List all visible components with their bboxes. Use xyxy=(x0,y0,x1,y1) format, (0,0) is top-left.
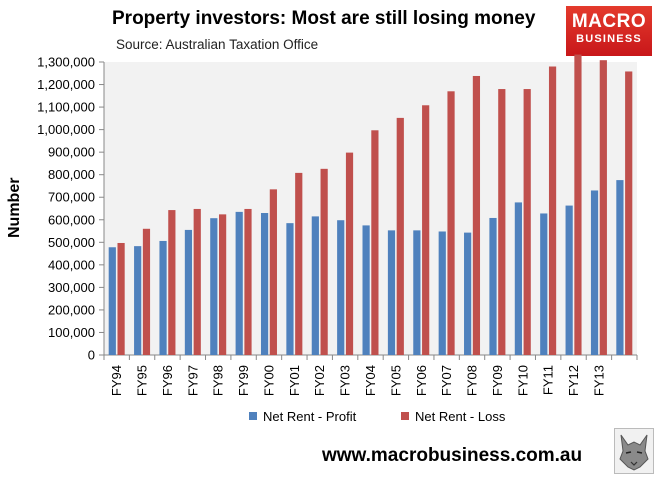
x-tick-label: FY12 xyxy=(566,365,581,396)
x-tick-label: FY95 xyxy=(135,365,150,396)
y-tick-label: 400,000 xyxy=(48,257,95,272)
x-tick-label: FY13 xyxy=(591,365,606,396)
bar-net-rent-profit xyxy=(235,211,243,355)
bar-net-rent-profit xyxy=(311,216,319,355)
bar-net-rent-loss xyxy=(396,117,404,355)
bar-net-rent-loss xyxy=(548,66,557,355)
y-tick-label: 600,000 xyxy=(48,212,95,227)
bar-net-rent-profit xyxy=(337,220,345,355)
bar-net-rent-profit xyxy=(565,205,573,355)
bar-net-rent-loss xyxy=(599,60,607,355)
y-tick-label: 1,200,000 xyxy=(37,77,95,92)
chart-source: Source: Australian Taxation Office xyxy=(116,37,319,52)
y-tick-label: 0 xyxy=(88,348,95,363)
bar-net-rent-loss xyxy=(345,152,354,355)
x-tick-label: FY09 xyxy=(490,365,505,396)
bar-net-rent-loss xyxy=(295,172,303,355)
chart-title: Property investors: Most are still losin… xyxy=(112,8,536,29)
bar-net-rent-profit xyxy=(464,232,472,355)
footer-website-url[interactable]: www.macrobusiness.com.au xyxy=(322,445,583,466)
x-tick-label: FY98 xyxy=(211,365,226,396)
bar-net-rent-loss xyxy=(117,242,125,355)
macrobusiness-logo: MACRO BUSINESS xyxy=(566,6,652,56)
x-tick-label: FY11 xyxy=(541,365,556,395)
bar-net-rent-loss xyxy=(168,210,176,355)
logo-line2: BUSINESS xyxy=(576,33,642,45)
x-tick-label: FY96 xyxy=(160,365,175,396)
x-tick-label: FY01 xyxy=(287,365,302,396)
x-tick-label: FY97 xyxy=(185,365,200,396)
bar-net-rent-loss xyxy=(371,130,379,355)
bar-net-rent-loss xyxy=(142,228,151,355)
bar-net-rent-loss xyxy=(269,189,277,355)
legend-label-loss: Net Rent - Loss xyxy=(415,409,506,424)
bar-net-rent-profit xyxy=(159,240,167,355)
legend-item-loss: Net Rent - Loss xyxy=(401,409,505,424)
bar-net-rent-loss xyxy=(219,214,227,355)
bar-net-rent-profit xyxy=(134,246,142,355)
x-tick-label: FY03 xyxy=(338,365,353,396)
bar-net-rent-profit xyxy=(590,190,599,355)
legend-label-profit: Net Rent - Profit xyxy=(263,409,357,424)
bar-net-rent-profit xyxy=(540,213,548,355)
bar-net-rent-loss xyxy=(574,54,582,355)
bar-net-rent-profit xyxy=(286,223,294,355)
bar-net-rent-loss xyxy=(472,75,481,355)
y-tick-label: 300,000 xyxy=(48,280,95,295)
y-tick-label: 800,000 xyxy=(48,167,95,182)
y-tick-label: 200,000 xyxy=(48,302,95,317)
x-tick-label: FY00 xyxy=(261,365,276,396)
legend-swatch-loss xyxy=(401,412,409,420)
y-tick-label: 100,000 xyxy=(48,325,95,340)
plot-area xyxy=(104,62,637,355)
y-tick-label: 1,300,000 xyxy=(37,55,95,70)
x-tick-label: FY06 xyxy=(414,365,429,396)
x-tick-label: FY99 xyxy=(236,365,251,396)
bar-net-rent-profit xyxy=(616,180,624,355)
x-tick-label: FY05 xyxy=(388,365,403,396)
y-tick-label: 700,000 xyxy=(48,190,95,205)
bar-net-rent-loss xyxy=(320,168,328,355)
bar-net-rent-loss xyxy=(193,208,201,355)
bar-net-rent-loss xyxy=(498,89,506,356)
bar-net-rent-profit xyxy=(362,225,370,355)
x-tick-label: FY94 xyxy=(109,365,124,396)
bar-net-rent-profit xyxy=(514,202,522,355)
bar-net-rent-loss xyxy=(422,105,430,355)
bar-net-rent-profit xyxy=(260,213,269,355)
bar-net-rent-profit xyxy=(413,230,421,355)
x-tick-label: FY10 xyxy=(515,365,530,396)
bar-net-rent-profit xyxy=(108,247,116,355)
y-tick-label: 1,000,000 xyxy=(37,122,95,137)
bar-net-rent-loss xyxy=(523,89,531,356)
x-tick-label: FY04 xyxy=(363,365,378,396)
y-tick-label: 500,000 xyxy=(48,235,95,250)
x-tick-label: FY02 xyxy=(312,365,327,396)
y-tick-label: 1,100,000 xyxy=(37,100,95,115)
bar-net-rent-profit xyxy=(489,217,497,355)
bar-net-rent-profit xyxy=(438,231,446,355)
legend-item-profit: Net Rent - Profit xyxy=(249,409,356,424)
wolf-logo-icon xyxy=(614,428,654,474)
bar-net-rent-profit xyxy=(387,230,396,355)
bar-net-rent-profit xyxy=(210,218,218,355)
bar-net-rent-profit xyxy=(184,229,193,355)
logo-line1: MACRO xyxy=(571,11,647,32)
bar-net-rent-loss xyxy=(244,208,252,355)
bar-net-rent-loss xyxy=(447,91,455,356)
x-tick-label: FY08 xyxy=(465,365,480,396)
legend-swatch-profit xyxy=(249,412,257,420)
y-tick-label: 900,000 xyxy=(48,145,95,160)
bar-net-rent-loss xyxy=(625,71,633,355)
x-tick-label: FY07 xyxy=(439,365,454,396)
